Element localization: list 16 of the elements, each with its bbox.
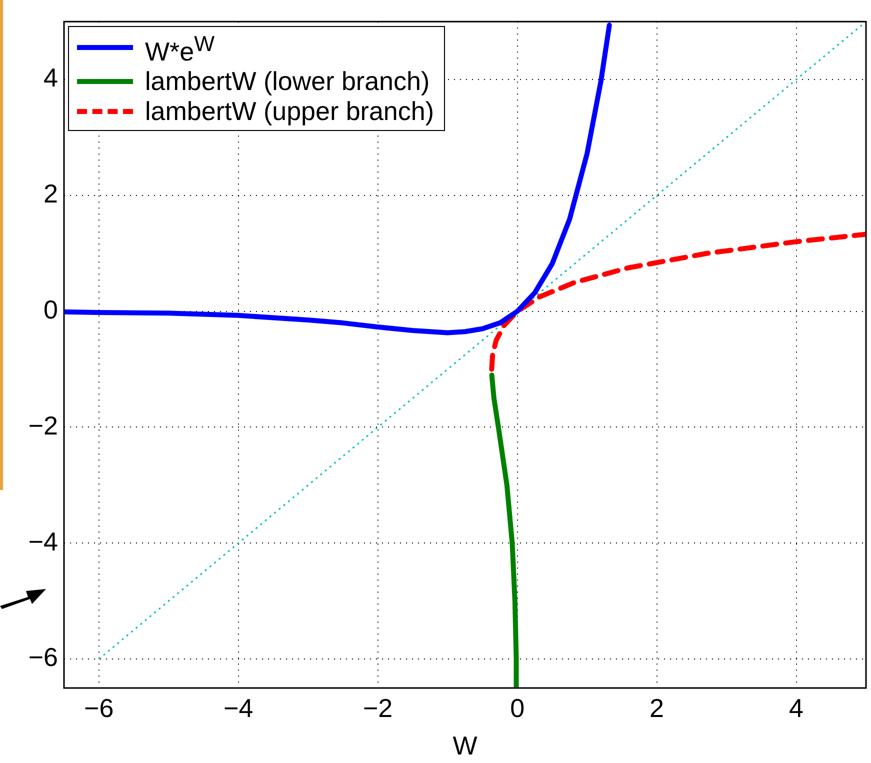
y-tick-label: 2 (44, 178, 58, 209)
y-tick-label: −6 (28, 642, 58, 672)
legend-label: lambertW (lower branch) (145, 66, 430, 96)
legend-label: W*e$^{W}$ (145, 30, 215, 66)
x-tick-label: 4 (789, 692, 804, 723)
x-axis-title: W (452, 730, 478, 761)
y-tick-label: −2 (28, 410, 58, 440)
y-tick-label: 0 (44, 294, 58, 325)
x-tick-label: 2 (650, 692, 664, 723)
x-tick-label: −4 (224, 692, 254, 723)
x-tick-label: −6 (84, 692, 114, 723)
y-tick-label: −4 (28, 526, 58, 556)
legend-label: lambertW (upper branch) (145, 96, 434, 126)
x-tick-label: −2 (363, 692, 393, 723)
x-tick-label: 0 (510, 692, 525, 723)
y-tick-label: 4 (44, 62, 58, 93)
